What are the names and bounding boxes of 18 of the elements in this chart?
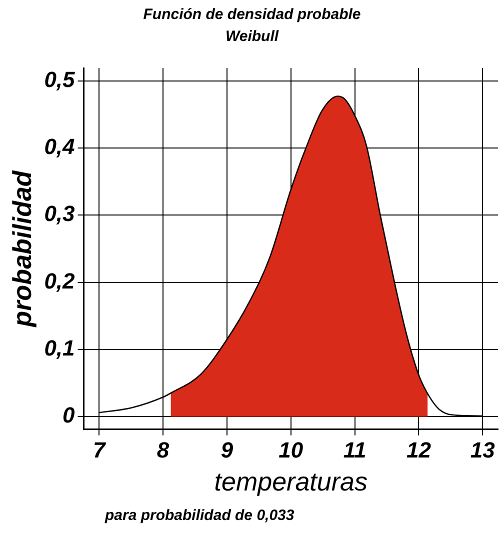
x-axis-title: temperaturas	[214, 466, 368, 497]
y-tick-label: 0,4	[44, 134, 75, 159]
y-tick-label: 0,1	[44, 336, 75, 361]
chart-subtitle: Weibull	[225, 28, 280, 46]
text: para probabilidad de 0,033	[104, 507, 295, 524]
x-tick-label: 11	[343, 438, 366, 463]
y-tick-label: 0,3	[44, 201, 75, 226]
chart-title: Función de densidad probable	[143, 6, 361, 24]
x-tick-label: 12	[406, 438, 432, 463]
y-tick-label: 0,5	[44, 66, 76, 92]
y-tick-label: 0	[62, 402, 76, 428]
x-tick-label: 7	[93, 438, 107, 463]
y-tick-label: 0,2	[44, 268, 76, 294]
x-tick-label: 9	[220, 438, 234, 463]
x-tick-label: 13	[470, 438, 495, 463]
x-tick-label: 8	[156, 438, 170, 463]
x-tick-label: 10	[278, 438, 304, 463]
y-axis-title: probabilidad	[6, 170, 37, 328]
